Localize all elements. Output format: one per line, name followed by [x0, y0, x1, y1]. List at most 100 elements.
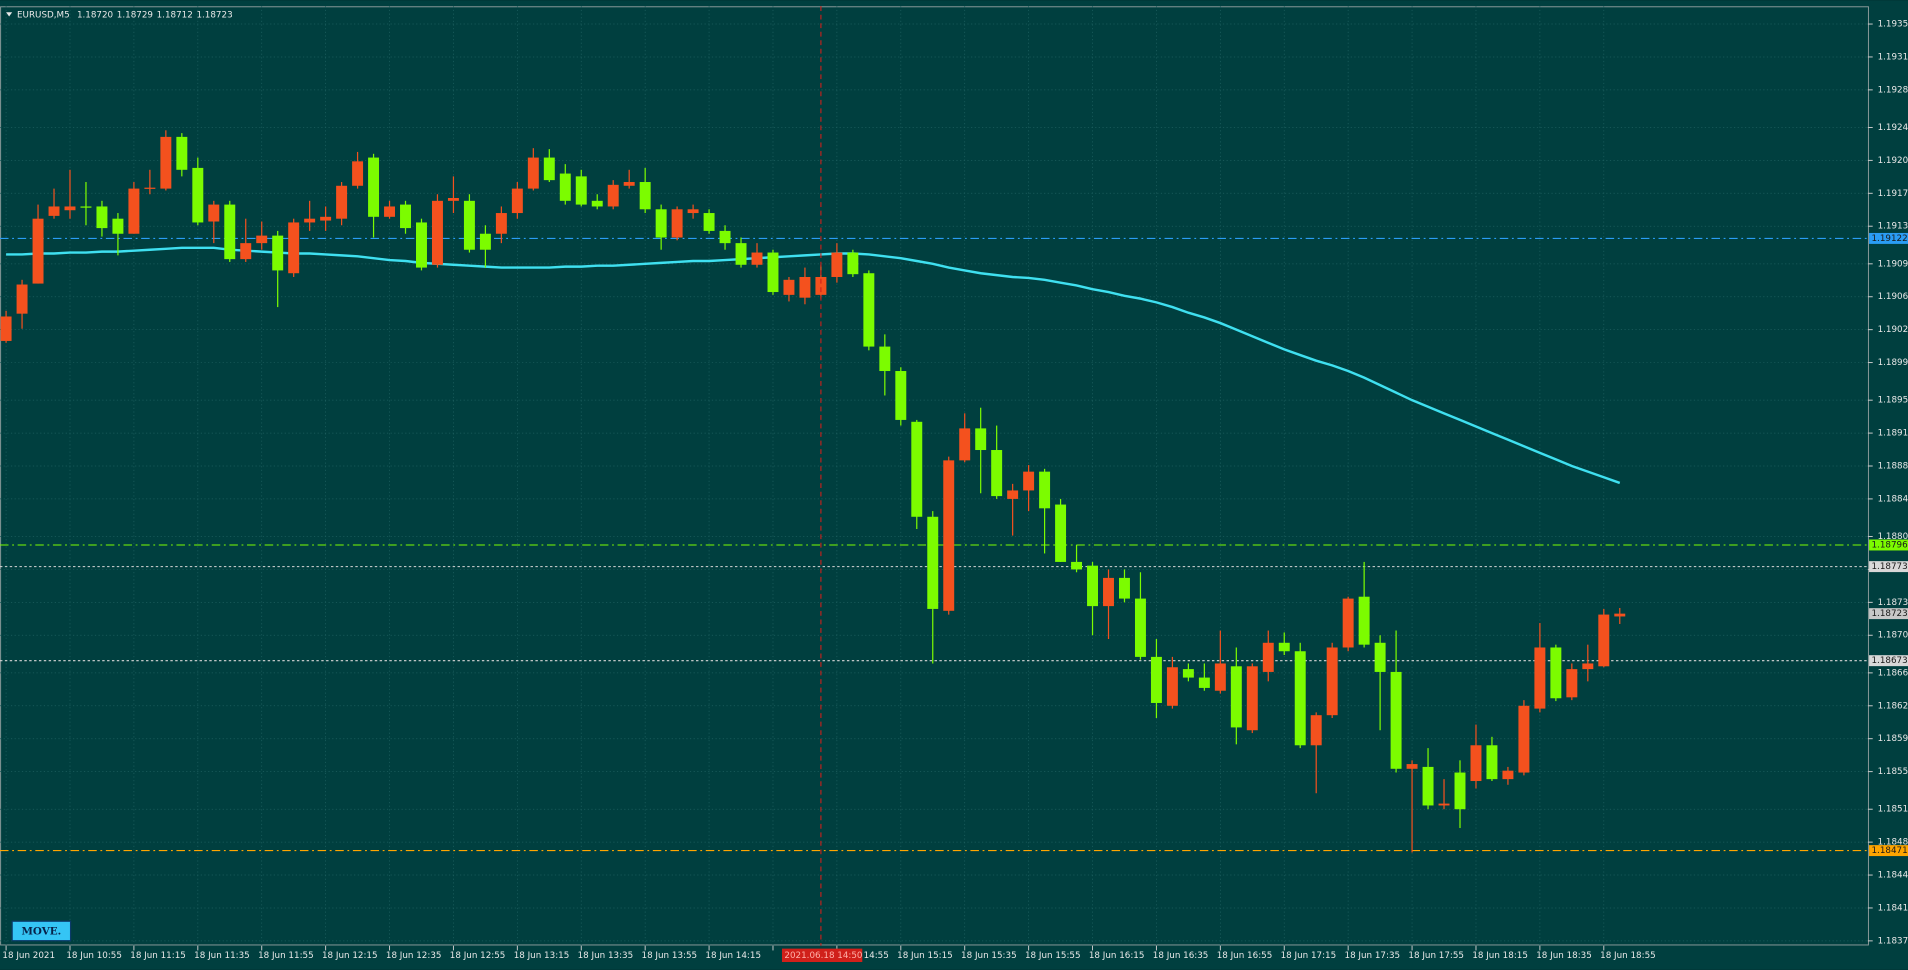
candle-body	[527, 157, 539, 189]
x-tick-label: 18 Jun 13:55	[642, 951, 698, 961]
x-tick-label: 18 Jun 12:55	[450, 951, 506, 961]
candle-body	[831, 252, 843, 277]
x-tick-label: 18 Jun 16:55	[1217, 951, 1273, 961]
x-tick-label: 18 Jun 12:15	[322, 951, 378, 961]
candle-body	[463, 200, 475, 250]
candle-body	[1486, 745, 1498, 780]
candle-body	[1566, 669, 1578, 698]
candle-body	[1294, 651, 1306, 746]
candle-body	[911, 421, 923, 517]
y-tick-label: 1.19170	[1878, 189, 1908, 199]
candle-body	[735, 243, 747, 265]
candle-body	[1342, 598, 1354, 648]
candle-body	[623, 182, 635, 186]
level-box	[1869, 845, 1908, 857]
candle-body	[1454, 772, 1466, 810]
x-tick-label: 18 Jun 18:35	[1536, 951, 1592, 961]
level-label: 1.18471	[1871, 846, 1907, 856]
x-tick-label: 18 Jun 17:15	[1281, 951, 1337, 961]
candle-body	[1582, 663, 1594, 670]
move-button[interactable]	[11, 920, 72, 942]
candle-body	[16, 284, 28, 314]
candle-body	[288, 222, 300, 274]
candle-body	[1134, 598, 1146, 657]
y-tick-label: 1.19350	[1878, 20, 1908, 30]
candle-body	[671, 209, 683, 238]
candle-body	[1278, 642, 1290, 652]
candle-body	[815, 276, 827, 295]
candle-body	[1246, 666, 1258, 731]
candle-body	[1374, 642, 1386, 672]
candle-body	[1071, 561, 1083, 570]
candle-body	[447, 198, 459, 201]
x-tick-label: 18 Jun 15:35	[961, 951, 1017, 961]
candle-body	[1023, 471, 1035, 491]
candle-body	[687, 209, 699, 214]
header: EURUSD,M5 1.18720 1.18729 1.18712 1.18723	[17, 10, 233, 20]
candle-body	[991, 450, 1003, 497]
candle-body	[1103, 577, 1114, 607]
x-tick-label: 18 Jun 11:15	[130, 951, 186, 961]
candle-body	[767, 252, 779, 293]
candle-body	[1502, 770, 1514, 780]
y-tick-label: 1.18915	[1878, 429, 1908, 439]
candle-body	[368, 157, 380, 217]
candle-body	[400, 204, 411, 229]
candle-body	[96, 206, 108, 229]
y-tick-label: 1.19060	[1878, 292, 1908, 302]
candle-body	[703, 213, 715, 231]
x-tick-label: 18 Jun 11:55	[258, 951, 314, 961]
x-tick-label: 18 Jun 17:55	[1408, 951, 1464, 961]
candle-body	[224, 204, 236, 260]
candle-body	[719, 230, 731, 244]
menu-arrow	[6, 12, 13, 17]
y-tick-label: 1.18625	[1878, 701, 1908, 711]
y-tick-label: 1.18375	[1878, 936, 1908, 946]
candle-body	[927, 516, 939, 609]
level-box	[1869, 232, 1908, 244]
candle-body	[879, 346, 891, 372]
x-tick-label: 18 Jun 18:55	[1600, 951, 1656, 961]
y-tick-label: 1.19280	[1878, 85, 1908, 95]
candle-body	[943, 460, 955, 611]
x-tick-label: 18 Jun 14:15	[705, 951, 761, 961]
candle-body	[511, 188, 523, 214]
x-tick-label: 18 Jun 16:35	[1153, 951, 1209, 961]
y-tick-label: 1.18700	[1878, 631, 1908, 641]
x-tick-label: 18 Jun 11:35	[194, 951, 250, 961]
candle-body	[144, 187, 156, 189]
level-label: 1.18796	[1871, 540, 1908, 550]
move-button-label[interactable]: MOVE.	[22, 926, 62, 938]
x-tick-label: 18 Jun 17:35	[1345, 951, 1401, 961]
y-tick-label: 1.18660	[1878, 668, 1908, 678]
candle-body	[1310, 715, 1322, 746]
x-tick-label: 18 Jun 15:55	[1025, 951, 1081, 961]
candle-body	[1390, 671, 1402, 769]
candle-body	[655, 209, 667, 238]
level-box	[1869, 655, 1908, 667]
candle-body	[304, 218, 316, 223]
ohlc-value: 1.18723	[196, 10, 232, 20]
candle-body	[799, 276, 811, 298]
candle-body	[416, 222, 427, 268]
candle-body	[1214, 663, 1226, 691]
candle-body	[431, 200, 443, 265]
candle-body	[559, 173, 571, 201]
candle-body	[192, 167, 204, 223]
price-box	[1869, 608, 1908, 620]
candle-body	[320, 216, 332, 221]
y-tick-label: 1.19240	[1878, 123, 1908, 133]
candle-body	[783, 279, 795, 295]
candle-body	[336, 185, 348, 219]
symbol: EURUSD,M5	[17, 10, 70, 20]
candle-body	[176, 136, 188, 170]
x-tick-label: 18 Jun 16:15	[1089, 951, 1145, 961]
candle-body	[1150, 656, 1162, 703]
candle-body	[959, 428, 971, 461]
candle-body	[1406, 764, 1418, 769]
x-tick-label: 18 Jun 18:15	[1472, 951, 1528, 961]
candle-body	[352, 161, 364, 186]
candle-body	[1039, 471, 1051, 509]
crosshair-box	[781, 948, 863, 962]
